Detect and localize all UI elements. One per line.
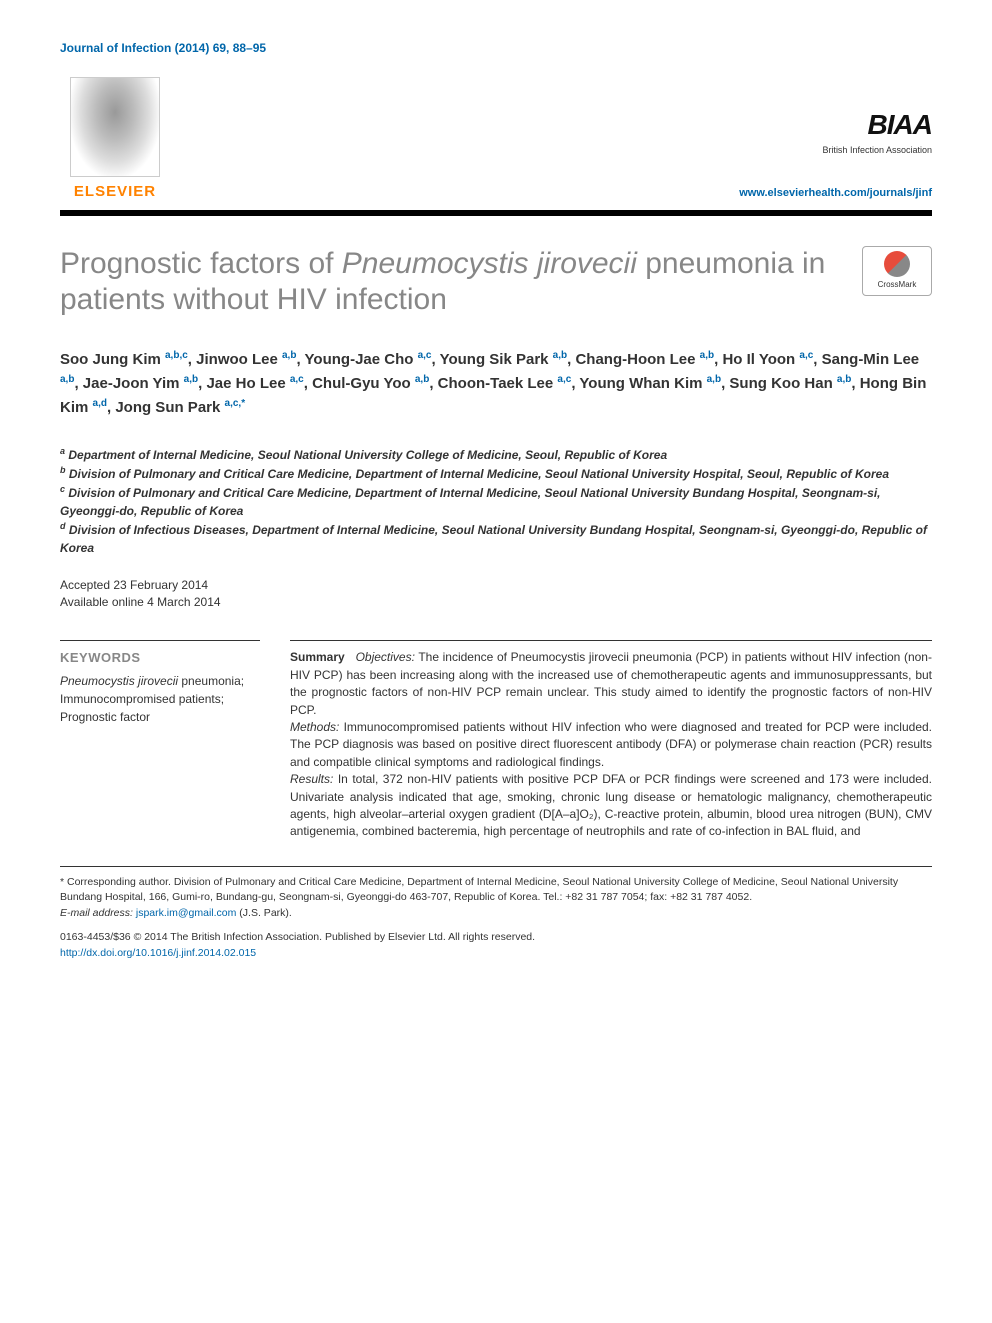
- email-link[interactable]: jspark.im@gmail.com: [136, 907, 237, 919]
- author: Young-Jae Cho a,c: [305, 351, 432, 368]
- author: Ho Il Yoon a,c: [722, 351, 813, 368]
- methods-text: Immunocompromised patients without HIV i…: [290, 720, 932, 769]
- copyright-block: 0163-4453/$36 © 2014 The British Infecti…: [60, 930, 932, 962]
- author: Chang-Hoon Lee a,b: [575, 351, 714, 368]
- keywords-list: Pneumocystis jirovecii pneumonia; Immuno…: [60, 672, 260, 726]
- author: Young Whan Kim a,b: [579, 375, 721, 392]
- author: Sung Koo Han a,b: [729, 375, 851, 392]
- affiliation: c Division of Pulmonary and Critical Car…: [60, 483, 932, 520]
- content-row: KEYWORDS Pneumocystis jirovecii pneumoni…: [60, 640, 932, 840]
- title-italic: Pneumocystis jirovecii: [342, 247, 637, 280]
- accepted-date: Accepted 23 February 2014: [60, 577, 932, 594]
- objectives-label: Objectives:: [356, 650, 415, 664]
- methods-label: Methods:: [290, 720, 339, 734]
- doi-link[interactable]: http://dx.doi.org/10.1016/j.jinf.2014.02…: [60, 947, 256, 959]
- author: Choon-Taek Lee a,c: [438, 375, 572, 392]
- crossmark-badge[interactable]: CrossMark: [862, 246, 932, 296]
- bia-logo-icon: BIAA: [868, 105, 932, 144]
- dates-block: Accepted 23 February 2014 Available onli…: [60, 577, 932, 611]
- email-suffix: (J.S. Park).: [236, 907, 291, 919]
- results-label: Results:: [290, 772, 333, 786]
- header-rule: [60, 210, 932, 216]
- publisher-block: ELSEVIER: [60, 77, 170, 202]
- association-block: BIAA British Infection Association www.e…: [739, 105, 932, 202]
- affiliations-list: a Department of Internal Medicine, Seoul…: [60, 445, 932, 557]
- summary-block: Summary Objectives: The incidence of Pne…: [290, 640, 932, 840]
- footnote-rule: [60, 866, 932, 867]
- keywords-heading: KEYWORDS: [60, 649, 260, 667]
- article-title: Prognostic factors of Pneumocystis jirov…: [60, 246, 862, 318]
- author: Young Sik Park a,b: [440, 351, 568, 368]
- corresponding-footnote: * Corresponding author. Division of Pulm…: [60, 875, 932, 922]
- author: Soo Jung Kim a,b,c: [60, 351, 188, 368]
- title-row: Prognostic factors of Pneumocystis jirov…: [60, 246, 932, 318]
- affiliation: a Department of Internal Medicine, Seoul…: [60, 445, 932, 464]
- journal-reference: Journal of Infection (2014) 69, 88–95: [60, 40, 932, 57]
- results-text: In total, 372 non-HIV patients with posi…: [290, 772, 932, 838]
- online-date: Available online 4 March 2014: [60, 594, 932, 611]
- title-pre: Prognostic factors of: [60, 247, 342, 280]
- author: Chul-Gyu Yoo a,b: [312, 375, 429, 392]
- affiliation: d Division of Infectious Diseases, Depar…: [60, 520, 932, 557]
- crossmark-icon: [884, 251, 910, 277]
- keywords-block: KEYWORDS Pneumocystis jirovecii pneumoni…: [60, 640, 260, 840]
- journal-url-link[interactable]: www.elsevierhealth.com/journals/jinf: [739, 186, 932, 201]
- authors-list: Soo Jung Kim a,b,c, Jinwoo Lee a,b, Youn…: [60, 348, 932, 420]
- author: Jae-Joon Yim a,b: [83, 375, 198, 392]
- elsevier-tree-icon: [70, 77, 160, 177]
- header-row: ELSEVIER BIAA British Infection Associat…: [60, 77, 932, 202]
- author: Jong Sun Park a,c,*: [115, 399, 245, 416]
- crossmark-label: CrossMark: [878, 279, 917, 290]
- author: Jinwoo Lee a,b: [196, 351, 296, 368]
- keyword-italic: Pneumocystis jirovecii: [60, 674, 178, 688]
- copyright-line: 0163-4453/$36 © 2014 The British Infecti…: [60, 930, 932, 946]
- association-subtitle: British Infection Association: [822, 144, 932, 157]
- author: Jae Ho Lee a,c: [206, 375, 303, 392]
- email-label: E-mail address:: [60, 907, 133, 919]
- summary-label: Summary: [290, 650, 345, 664]
- affiliation: b Division of Pulmonary and Critical Car…: [60, 464, 932, 483]
- corresponding-text: * Corresponding author. Division of Pulm…: [60, 876, 898, 904]
- publisher-name: ELSEVIER: [74, 181, 156, 202]
